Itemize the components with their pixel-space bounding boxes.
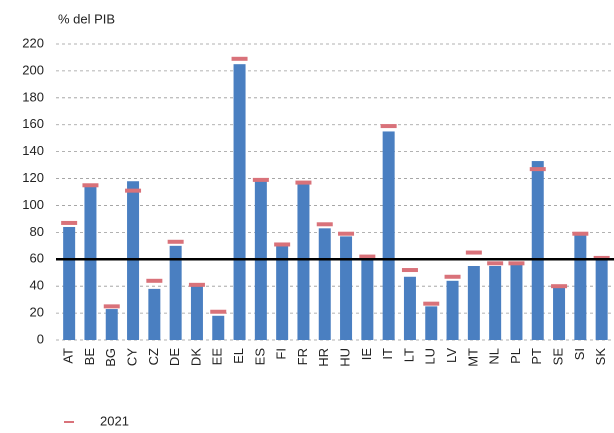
- x-tick-label: FI: [274, 348, 289, 360]
- bar: [276, 245, 289, 340]
- marker-2021: [316, 222, 333, 227]
- y-tick-label: 60: [30, 251, 44, 266]
- y-axis-label: % del PIB: [58, 11, 115, 26]
- bar: [574, 235, 587, 340]
- marker-2021: [487, 261, 504, 266]
- y-tick-label: 180: [22, 89, 44, 104]
- marker-2021: [572, 231, 589, 236]
- marker-2021: [380, 124, 397, 129]
- marker-2021: [508, 261, 525, 266]
- marker-2021: [252, 177, 269, 182]
- bar: [340, 236, 353, 340]
- legend-label: 2021: [100, 413, 129, 428]
- y-tick-label: 80: [30, 224, 44, 239]
- x-tick-label: MT: [465, 348, 480, 367]
- x-tick-label: SI: [572, 348, 587, 360]
- y-tick-label: 100: [22, 197, 44, 212]
- x-tick-label: HR: [316, 348, 331, 367]
- bar: [446, 280, 459, 340]
- marker-2021: [295, 180, 312, 185]
- marker-2021: [274, 242, 291, 247]
- bar: [297, 183, 310, 340]
- x-tick-label: DK: [188, 348, 203, 366]
- x-tick-label: LT: [401, 348, 416, 362]
- bar: [169, 245, 182, 340]
- marker-2021: [125, 188, 142, 193]
- bar: [531, 161, 544, 340]
- marker-2021: [146, 278, 163, 283]
- bar: [63, 226, 76, 340]
- x-tick-label: IT: [380, 348, 395, 360]
- marker-2021: [188, 282, 205, 287]
- bar: [382, 131, 395, 340]
- x-tick-label: EL: [231, 348, 246, 364]
- x-tick-label: LU: [423, 348, 438, 365]
- x-tick-label: CZ: [146, 348, 161, 365]
- marker-2021: [167, 239, 184, 244]
- x-tick-label: AT: [61, 348, 76, 364]
- marker-2021: [61, 220, 78, 225]
- marker-2021: [551, 284, 568, 289]
- bar: [233, 64, 246, 340]
- marker-2021: [359, 254, 376, 259]
- x-tick-label: BE: [82, 348, 97, 366]
- x-tick-label: CY: [124, 348, 139, 366]
- x-tick-label: NL: [487, 348, 502, 365]
- marker-2021: [444, 274, 461, 279]
- bar: [84, 186, 97, 340]
- marker-2021: [210, 309, 227, 314]
- marker-2021: [593, 255, 610, 260]
- y-tick-label: 20: [30, 305, 44, 320]
- y-tick-label: 160: [22, 116, 44, 131]
- bar: [553, 287, 566, 340]
- marker-2021: [231, 56, 248, 61]
- x-tick-label: EE: [210, 348, 225, 366]
- bar: [467, 266, 480, 340]
- bar: [510, 263, 523, 340]
- bar: [318, 228, 331, 340]
- bar: [595, 259, 608, 340]
- marker-2021: [103, 304, 120, 309]
- y-tick-label: 40: [30, 278, 44, 293]
- x-tick-label: LV: [444, 348, 459, 363]
- y-tick-label: 200: [22, 62, 44, 77]
- y-tick-label: 140: [22, 143, 44, 158]
- bar: [190, 286, 203, 340]
- x-tick-label: PL: [508, 348, 523, 364]
- marker-2021: [401, 268, 418, 273]
- bar: [489, 266, 502, 340]
- y-tick-label: 120: [22, 170, 44, 185]
- x-tick-label: SE: [550, 348, 565, 366]
- bar: [148, 288, 161, 340]
- bar: [425, 306, 438, 340]
- x-tick-label: PT: [529, 348, 544, 365]
- marker-2021: [423, 301, 440, 306]
- bar: [127, 181, 140, 340]
- x-tick-label: DE: [167, 348, 182, 366]
- bar: [254, 181, 267, 340]
- x-tick-label: BG: [103, 348, 118, 367]
- marker-2021: [529, 167, 546, 172]
- x-tick-label: IE: [359, 348, 374, 361]
- bar: [403, 276, 416, 340]
- y-tick-label: 220: [22, 35, 44, 50]
- bar: [361, 259, 374, 340]
- marker-2021: [82, 183, 99, 188]
- bar: [212, 315, 225, 340]
- y-tick-label: 0: [37, 331, 44, 346]
- marker-2021: [465, 250, 482, 255]
- x-tick-label: HU: [337, 348, 352, 367]
- x-tick-label: ES: [252, 348, 267, 366]
- x-tick-label: FR: [295, 348, 310, 365]
- bar: [105, 309, 118, 340]
- marker-2021: [338, 231, 355, 236]
- x-tick-label: SK: [593, 348, 608, 366]
